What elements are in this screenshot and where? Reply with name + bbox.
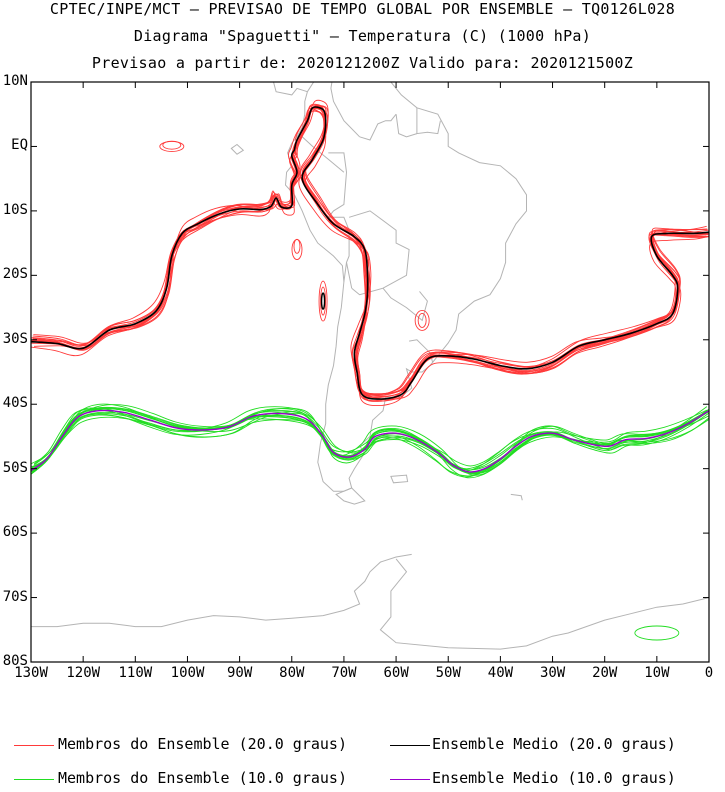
ensemble-member-20-line — [31, 105, 709, 395]
country-border — [301, 136, 345, 173]
lat-tick-label: EQ — [11, 137, 28, 154]
ensemble-member-10-line — [31, 408, 709, 470]
south-georgia-outline — [510, 493, 523, 501]
plot-area — [31, 82, 709, 650]
lon-tick-label: 40W — [487, 665, 514, 681]
lat-tick-label: 60S — [2, 524, 28, 541]
ensemble-mean-20-line — [31, 106, 709, 400]
lon-tick-label: 10W — [644, 665, 670, 681]
ensemble-member-10-line — [31, 410, 709, 471]
ensemble-member-20-island — [414, 309, 430, 331]
ensemble-member-20-island — [320, 286, 327, 316]
legend-swatch-mean20 — [390, 745, 430, 746]
ensemble-members — [31, 99, 709, 641]
ensemble-mean-20-island — [320, 292, 326, 310]
country-border — [382, 287, 428, 322]
lon-tick-label: 0 — [704, 665, 714, 681]
legend-label-member20: Membros do Ensemble (20.0 graus) — [58, 735, 347, 753]
ensemble-member-20-line — [31, 107, 709, 402]
lat-tick-label: 40S — [2, 395, 28, 412]
ensemble-member-20-island — [293, 238, 301, 254]
ensemble-member-20-island — [291, 239, 303, 261]
ensemble-member-20-line — [31, 106, 709, 398]
legend-label-member10: Membros do Ensemble (10.0 graus) — [58, 769, 347, 787]
lon-tick-label: 30W — [539, 665, 566, 681]
country-border — [330, 82, 360, 138]
legend-label-mean20: Ensemble Medio (20.0 graus) — [432, 735, 676, 753]
map-frame — [30, 81, 710, 663]
ensemble-member-10-island — [634, 625, 680, 641]
lat-tick-label: 80S — [2, 653, 28, 669]
ensemble-member-20-line — [32, 104, 708, 395]
ensemble-member-20-line — [31, 105, 709, 397]
country-border — [395, 114, 418, 138]
country-border — [348, 210, 410, 296]
lon-tick-label: 20W — [592, 665, 618, 681]
ensemble-member-10-line — [31, 403, 709, 479]
ensemble-member-20-line — [31, 110, 708, 402]
legend-label-mean10: Ensemble Medio (10.0 graus) — [432, 769, 676, 787]
chart-title-line2: Diagrama "Spaguetti" – Temperatura (C) (… — [133, 27, 592, 45]
lon-tick-label: 50W — [435, 665, 461, 681]
ensemble-member-20-line — [31, 99, 709, 400]
lon-tick-label: 60W — [383, 665, 409, 681]
antarctica-coast-west — [31, 553, 412, 628]
lon-tick-label: 70W — [331, 665, 357, 681]
tierra-del-fuego-outline — [335, 487, 366, 505]
legend-swatch-mean10 — [390, 779, 430, 780]
ensemble-means — [31, 106, 709, 473]
ensemble-member-20-line — [33, 103, 708, 395]
ensemble-member-20-line — [33, 110, 706, 397]
falkland-islands-outline — [390, 474, 409, 484]
ensemble-member-20-line — [32, 107, 709, 397]
country-border — [343, 262, 347, 282]
axis-ticks — [30, 81, 710, 663]
south-america-outline — [284, 82, 527, 492]
land-outlines — [31, 82, 709, 650]
lat-tick-label: 50S — [2, 459, 28, 476]
ensemble-member-20-line — [32, 110, 708, 402]
legend-swatch-member10 — [14, 779, 54, 780]
lat-tick-label: 70S — [2, 588, 28, 605]
lon-tick-label: 130W — [14, 665, 48, 681]
central-america-outline — [273, 82, 308, 96]
ensemble-member-20-line — [33, 108, 707, 407]
ensemble-member-20-island — [162, 140, 182, 150]
ensemble-member-20-island — [318, 280, 328, 322]
galapagos-outline — [230, 143, 245, 155]
lat-tick-label: 10N — [2, 73, 28, 89]
lon-tick-label: 110W — [118, 665, 153, 681]
antarctica-coast-east — [379, 558, 709, 650]
lon-tick-label: 80W — [279, 665, 305, 681]
ensemble-member-10-line — [31, 406, 708, 468]
chart-title-line1: CPTEC/INPE/MCT – PREVISAO DE TEMPO GLOBA… — [49, 0, 676, 18]
legend-swatch-member20 — [14, 745, 54, 746]
lat-tick-label: 20S — [2, 266, 28, 283]
lon-tick-label: 90W — [227, 665, 253, 681]
lon-tick-label: 120W — [66, 665, 101, 681]
chart-title-line3: Previsao a partir de: 2020121200Z Valido… — [91, 54, 634, 72]
lon-tick-label: 100W — [170, 665, 205, 681]
ensemble-member-20-line — [31, 105, 709, 395]
ensemble-member-10-line — [31, 404, 708, 476]
country-border — [359, 113, 397, 141]
ensemble-mean-10-line — [31, 409, 709, 473]
ensemble-member-20-line — [32, 108, 707, 396]
ensemble-member-20-island — [417, 312, 427, 328]
lat-tick-label: 30S — [2, 330, 28, 347]
country-border — [416, 107, 441, 135]
lat-tick-label: 10S — [2, 201, 28, 218]
